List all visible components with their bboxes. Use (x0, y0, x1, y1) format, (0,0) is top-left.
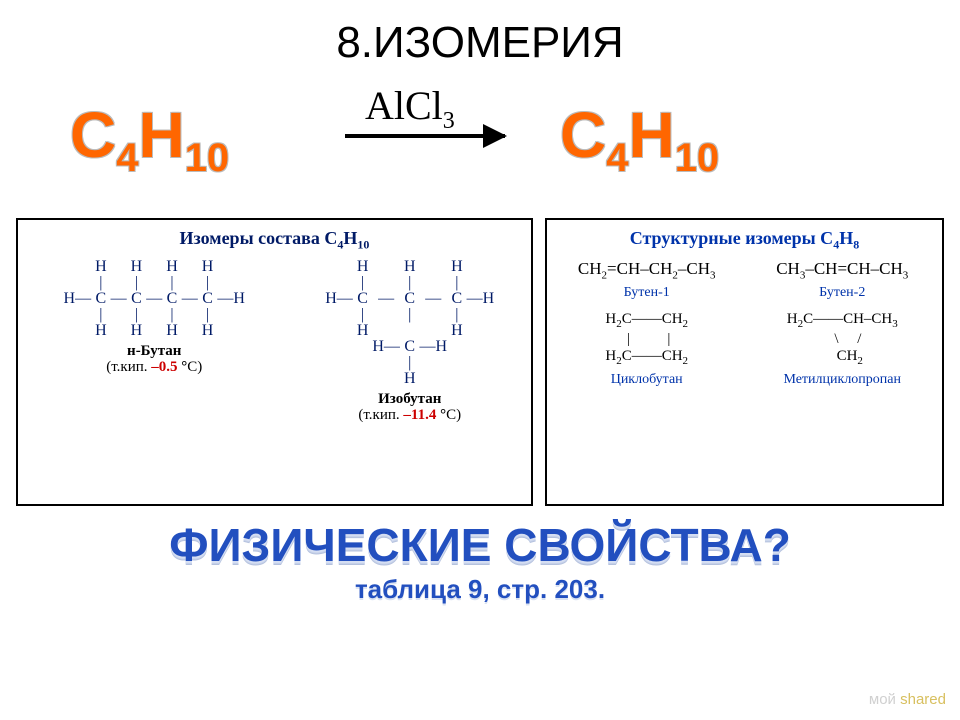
bottom-text: ФИЗИЧЕСКИЕ СВОЙСТВА? таблица 9, стр. 203… (0, 518, 960, 605)
reference-text: таблица 9, стр. 203. (0, 574, 960, 605)
mol-cyclobutane: H2C——CH2 | |H2C——CH2 Циклобутан (553, 311, 741, 388)
catalyst-label: AlCl3 (365, 82, 455, 135)
slide: 8.ИЗОМЕРИЯ C4H10 AlCl3 C4H10 Изомеры сос… (0, 0, 960, 720)
methylcyclopropane-name: Метилциклопропан (748, 372, 936, 388)
butene1-formula: CH2=CH–CH2–CH3 (553, 259, 741, 281)
cyclobutane-formula: H2C——CH2 | |H2C——CH2 (553, 311, 741, 368)
isobutane-label: Изобутан (т.кип. –11.4 °С) (295, 391, 525, 424)
physical-props-heading: ФИЗИЧЕСКИЕ СВОЙСТВА? (0, 518, 960, 572)
mol-butene1: CH2=CH–CH2–CH3 Бутен-1 (553, 259, 741, 301)
mol-butene2: CH3–CH=CH–CH3 Бутен-2 (748, 259, 936, 301)
nbutane-structure: HHHH |||| H—C—C—C—C—H |||| HHHH (62, 259, 247, 339)
mol-methylcyclopropane: H2C——CH–CH3 \ / CH2 Метилциклопропан (748, 311, 936, 388)
mol-isobutane: HHH ||| H—C—C—C—H ||| HH H—C—H | H Изобу… (295, 259, 525, 424)
panel-c4h10: Изомеры состава C4H10 HHHH |||| H—C—C—C—… (16, 218, 533, 506)
butene2-name: Бутен-2 (748, 285, 936, 301)
product-formula: C4H10 (560, 98, 719, 181)
methylcyclopropane-formula: H2C——CH–CH3 \ / CH2 (748, 311, 936, 368)
nbutane-label: н-Бутан (т.кип. –0.5 °С) (24, 343, 284, 376)
butene1-name: Бутен-1 (553, 285, 741, 301)
panel-left-title: Изомеры состава C4H10 (24, 228, 525, 253)
cyclobutane-name: Циклобутан (553, 372, 741, 388)
isobutane-structure: HHH ||| H—C—C—C—H ||| HH H—C—H | H (323, 259, 496, 387)
panel-c4h8: Структурные изомеры C4H8 CH2=CH–CH2–CH3 … (545, 218, 944, 506)
panel-right-title: Структурные изомеры C4H8 (553, 228, 936, 253)
slide-title: 8.ИЗОМЕРИЯ (0, 0, 960, 68)
reaction-arrow (345, 134, 505, 138)
mol-nbutane: HHHH |||| H—C—C—C—C—H |||| HHHH н-Бутан … (24, 259, 284, 424)
panels-row: Изомеры состава C4H10 HHHH |||| H—C—C—C—… (0, 218, 960, 506)
reactant-formula: C4H10 (70, 98, 229, 181)
butene2-formula: CH3–CH=CH–CH3 (748, 259, 936, 281)
reaction-row: C4H10 AlCl3 C4H10 (0, 78, 960, 218)
watermark: мой shared (869, 691, 946, 708)
